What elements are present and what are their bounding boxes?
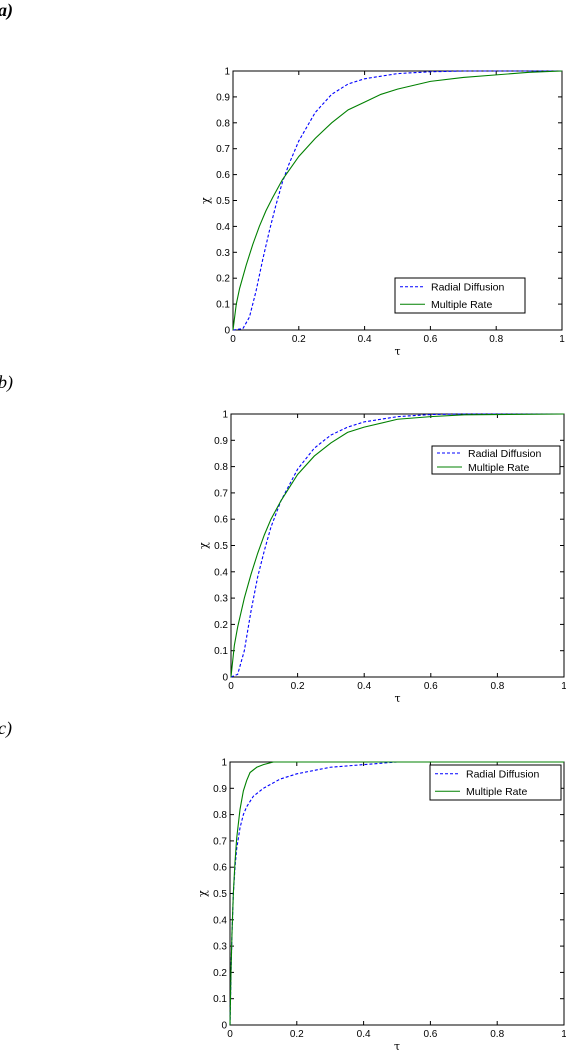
panel-3-ytick-label: 0.1 — [213, 994, 227, 1005]
panel-3-ytick-label: 0.7 — [213, 836, 227, 847]
panel-3-ytick-label: 0.6 — [213, 863, 227, 874]
panel-1-legend-entry: Radial Diffusion — [431, 282, 505, 294]
panel-3-xtick-label: 1 — [561, 1029, 566, 1040]
panel-2-xlabel: τ — [394, 692, 400, 705]
panel-3-xtick-label: 0 — [227, 1029, 233, 1040]
panel-2-xtick-label: 0.8 — [490, 681, 504, 692]
panel-1-ytick-label: 0.1 — [216, 300, 230, 311]
panel-3-ytick-label: 0.3 — [213, 942, 227, 953]
panel-2-ytick-label: 0.8 — [214, 462, 228, 473]
panel-2-ytick-label: 0.3 — [214, 594, 228, 605]
panel-2-ytick-label: 0.9 — [214, 436, 228, 447]
panel-1-xtick-label: 0 — [230, 334, 236, 345]
panel-2-ytick-label: 0 — [222, 673, 228, 684]
panel-3-series-radial-diffusion-line — [229, 761, 564, 1026]
panel-1-xtick-label: 0.2 — [292, 334, 306, 345]
panel-3-ytick-label: 0 — [221, 1021, 227, 1032]
panel-3-xtick-label: 0.6 — [423, 1029, 437, 1040]
panel-2-xtick-label: 1 — [561, 681, 566, 692]
panel-1-xtick-label: 0.4 — [358, 334, 372, 345]
panel-3-ylabel: χ — [196, 890, 209, 897]
panel-3-label: c) — [0, 718, 12, 739]
panel-2-ytick-label: 0.2 — [214, 620, 228, 631]
panel-3-ytick-label: 0.2 — [213, 968, 227, 979]
panel-3-ytick-label: 0.4 — [213, 915, 227, 926]
panel-2-ytick-label: 0.6 — [214, 515, 228, 526]
panel-1-ytick-label: 1 — [224, 67, 230, 78]
panel-1-xtick-label: 0.8 — [489, 334, 503, 345]
panel-1-ytick-label: 0 — [224, 326, 230, 337]
panel-2-xtick-label: 0.6 — [424, 681, 438, 692]
panel-3-xtick-label: 0.2 — [290, 1029, 304, 1040]
panel-2-ytick-label: 0.1 — [214, 646, 228, 657]
panel-1-xtick-label: 0.6 — [423, 334, 437, 345]
panel-1-series-radial-diffusion-line — [232, 70, 562, 331]
panel-2-xtick-label: 0.4 — [357, 681, 371, 692]
panel-3-xtick-label: 0.8 — [490, 1029, 504, 1040]
panel-1-legend-box — [394, 277, 526, 314]
panel-2-legend-box — [431, 445, 561, 475]
panel-1-legend-entry: Multiple Rate — [431, 299, 492, 311]
panel-2-label: b) — [0, 372, 13, 393]
panel-2-ytick-label: 0.4 — [214, 567, 228, 578]
panel-3-ytick-label: 1 — [221, 758, 227, 769]
panel-1-ytick-label: 0.9 — [216, 92, 230, 103]
panel-1-xlabel: τ — [394, 345, 400, 358]
panel-2-ylabel: χ — [197, 542, 210, 549]
panel-2-ytick-label: 1 — [222, 410, 228, 421]
panel-3-legend-entry: Radial Diffusion — [466, 769, 540, 781]
panel-1-ytick-label: 0.8 — [216, 118, 230, 129]
panel-1-ytick-label: 0.4 — [216, 222, 230, 233]
panel-1-ytick-label: 0.7 — [216, 144, 230, 155]
panel-3-legend-entry: Multiple Rate — [466, 786, 527, 798]
panel-2-xtick-label: 0.2 — [291, 681, 305, 692]
panel-2-ytick-label: 0.7 — [214, 488, 228, 499]
panel-3-ytick-label: 0.9 — [213, 784, 227, 795]
panel-1-ytick-label: 0.6 — [216, 170, 230, 181]
panel-2-legend-entry: Multiple Rate — [468, 462, 529, 474]
panel-1-series-multiple-rate-line — [232, 70, 563, 331]
panel-1-label: a) — [0, 0, 13, 21]
panel-1-xtick-label: 1 — [559, 334, 565, 345]
panel-1-ytick-label: 0.2 — [216, 274, 230, 285]
panel-2-xtick-label: 0 — [228, 681, 234, 692]
panel-1-ytick-label: 0.3 — [216, 248, 230, 259]
panel-3-legend-box — [429, 764, 562, 801]
panel-2-series-radial-diffusion-line — [230, 413, 564, 678]
panel-3-xlabel: τ — [394, 1040, 400, 1050]
panel-3-series-multiple-rate-line — [229, 761, 564, 1026]
panel-3-ytick-label: 0.5 — [213, 889, 227, 900]
panel-3-plot-frame — [229, 761, 565, 1026]
panel-3-xtick-label: 0.4 — [357, 1029, 371, 1040]
panel-2-series-multiple-rate-line — [230, 413, 565, 678]
panel-2-ytick-label: 0.5 — [214, 541, 228, 552]
panel-2-legend-entry: Radial Diffusion — [468, 448, 542, 460]
panel-3-ytick-label: 0.8 — [213, 810, 227, 821]
panel-1-ylabel: χ — [199, 197, 212, 204]
panel-1-ytick-label: 0.5 — [216, 196, 230, 207]
